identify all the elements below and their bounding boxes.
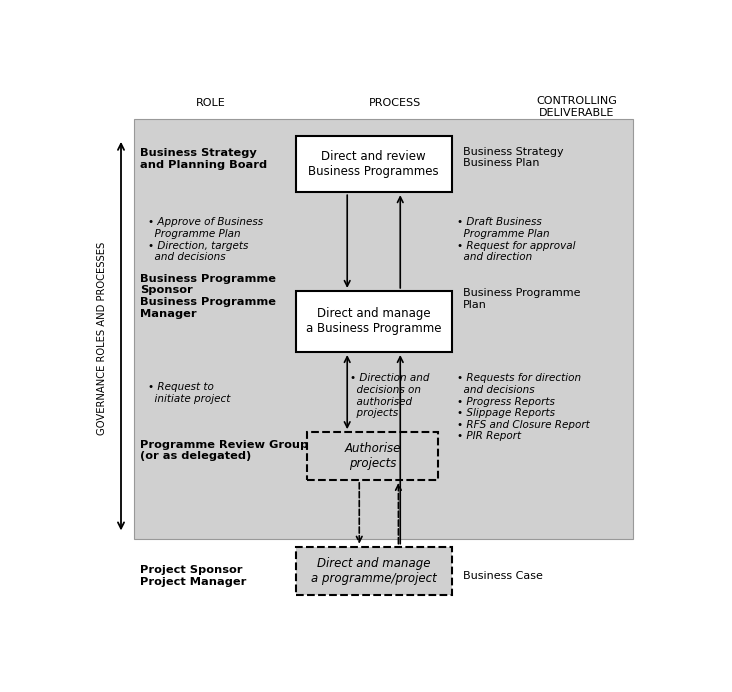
Text: GOVERNANCE ROLES AND PROCESSES: GOVERNANCE ROLES AND PROCESSES: [97, 242, 107, 435]
Text: CONTROLLING
DELIVERABLE: CONTROLLING DELIVERABLE: [536, 96, 617, 118]
Text: Direct and review
Business Programmes: Direct and review Business Programmes: [308, 150, 439, 179]
Bar: [307, 432, 438, 480]
Text: Authorise
projects: Authorise projects: [344, 442, 400, 470]
Text: • Approve of Business
  Programme Plan
• Direction, targets
  and decisions: • Approve of Business Programme Plan • D…: [148, 217, 264, 262]
Text: Direct and manage
a programme/project: Direct and manage a programme/project: [311, 556, 436, 585]
Text: Direct and manage
a Business Programme: Direct and manage a Business Programme: [306, 307, 441, 336]
Text: • Direction and
  decisions on
  authorised
  projects: • Direction and decisions on authorised …: [350, 374, 429, 418]
Text: Business Case: Business Case: [463, 571, 543, 581]
Text: PROCESS: PROCESS: [369, 98, 421, 108]
Text: Business Strategy
Business Plan: Business Strategy Business Plan: [463, 147, 564, 168]
Text: Programme Review Group
(or as delegated): Programme Review Group (or as delegated): [140, 440, 308, 462]
Bar: [134, 119, 633, 538]
Bar: [296, 291, 452, 352]
Text: Business Strategy
and Planning Board: Business Strategy and Planning Board: [140, 148, 267, 170]
Text: • Requests for direction
  and decisions
• Progress Reports
• Slippage Reports
•: • Requests for direction and decisions •…: [458, 374, 590, 441]
Text: Business Programme
Plan: Business Programme Plan: [463, 288, 580, 309]
Text: Project Sponsor
Project Manager: Project Sponsor Project Manager: [140, 565, 246, 587]
Text: ROLE: ROLE: [195, 98, 225, 108]
Text: Business Programme
Sponsor
Business Programme
Manager: Business Programme Sponsor Business Prog…: [140, 274, 276, 318]
Text: • Draft Business
  Programme Plan
• Request for approval
  and direction: • Draft Business Programme Plan • Reques…: [458, 217, 576, 262]
Bar: [296, 136, 452, 192]
Text: • Request to
  initiate project: • Request to initiate project: [148, 383, 231, 404]
Bar: [296, 547, 452, 594]
